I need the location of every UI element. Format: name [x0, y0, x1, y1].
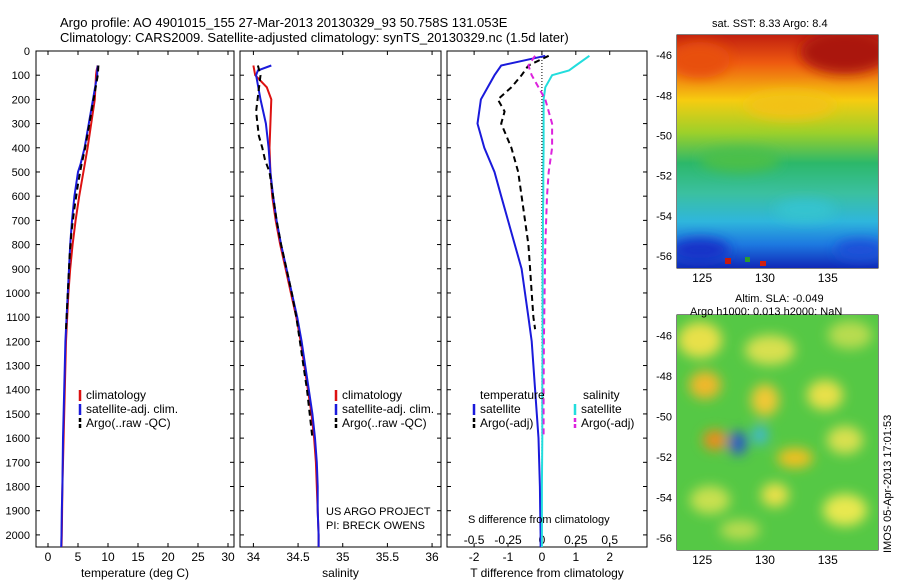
x-tick-label: 25 — [191, 550, 205, 564]
plot-frame — [446, 50, 648, 548]
top-x-tick-label: -0.25 — [494, 533, 522, 547]
x-axis-label: T difference from climatology — [470, 566, 624, 580]
top-x-tick-label: -0.5 — [464, 533, 485, 547]
map-y-tick-label: -46 — [656, 330, 672, 342]
imos-timestamp: IMOS 05-Apr-2013 17:01:53 — [882, 414, 894, 553]
s-diff-label: S difference from climatology — [468, 514, 610, 526]
x-tick-label: 15 — [131, 550, 145, 564]
sst-map-title: sat. SST: 8.33 Argo: 8.4 — [712, 18, 828, 30]
top-x-tick-label: 0.5 — [601, 533, 618, 547]
map-y-tick-label: -54 — [656, 492, 672, 504]
series-line-satellite — [476, 54, 546, 547]
header-line-1: Argo profile: AO 4901015_155 27-Mar-2013… — [60, 15, 508, 30]
y-tick-label: 1900 — [6, 506, 30, 518]
y-tick-label: 300 — [12, 119, 30, 131]
sla-map-subtitle: Argo h1000: 0.013 h2000: NaN — [690, 306, 843, 318]
project-note: US ARGO PROJECT — [326, 506, 431, 518]
x-tick-label: 2 — [606, 550, 613, 564]
series-line-satellite-adj--clim- — [255, 64, 320, 547]
x-tick-label: 0 — [45, 550, 52, 564]
x-tick-label: -1 — [503, 550, 514, 564]
x-tick-label: 10 — [101, 550, 115, 564]
y-tick-label: 900 — [12, 264, 30, 276]
x-tick-label: 20 — [161, 550, 175, 564]
y-tick-label: 500 — [12, 167, 30, 179]
map-x-tick-label: 125 — [692, 271, 712, 285]
x-tick-label: 35 — [336, 550, 350, 564]
y-tick-label: 200 — [12, 94, 30, 106]
legend-group-label: salinity — [583, 388, 620, 402]
y-tick-label: 2000 — [6, 530, 30, 542]
legend-label: climatology — [342, 388, 402, 402]
map-y-tick-label: -46 — [656, 50, 672, 62]
map-x-tick-label: 130 — [755, 271, 775, 285]
series-line-argo---raw--qc- — [255, 65, 314, 439]
sla-map-title: Altim. SLA: -0.049 — [735, 293, 824, 305]
map-y-tick-label: -48 — [656, 90, 672, 102]
map-y-tick-label: -54 — [656, 211, 672, 223]
legend-label: climatology — [86, 388, 146, 402]
x-tick-label: 5 — [75, 550, 82, 564]
y-tick-label: 1600 — [6, 433, 30, 445]
legend-label: Argo(..raw -QC) — [86, 416, 171, 430]
legend-group-label: temperature — [480, 388, 545, 402]
y-tick-label: 1300 — [6, 361, 30, 373]
y-tick-label: 1700 — [6, 457, 30, 469]
map-y-tick-label: -48 — [656, 371, 672, 383]
series-line-argo--adj- — [496, 54, 550, 330]
map-y-tick-label: -50 — [656, 130, 672, 142]
x-tick-label: 34.5 — [286, 550, 310, 564]
y-tick-label: 800 — [12, 240, 30, 252]
legend-label: Argo(-adj) — [581, 416, 634, 430]
y-tick-label: 0 — [24, 46, 30, 58]
y-tick-label: 1200 — [6, 336, 30, 348]
legend-label: Argo(-adj) — [480, 416, 533, 430]
map-y-tick-label: -56 — [656, 533, 672, 545]
y-tick-label: 700 — [12, 215, 30, 227]
x-tick-label: -2 — [469, 550, 480, 564]
pi-note: PI: BRECK OWENS — [326, 520, 426, 532]
x-tick-label: 1 — [572, 550, 579, 564]
plot-frame — [239, 50, 442, 548]
legend-label: Argo(..raw -QC) — [342, 416, 427, 430]
x-tick-label: 36 — [425, 550, 439, 564]
y-tick-label: 1100 — [6, 312, 30, 324]
header-line-2: Climatology: CARS2009. Satellite-adjuste… — [60, 30, 569, 45]
x-tick-label: 30 — [221, 550, 235, 564]
x-axis-label: salinity — [322, 566, 359, 580]
map-y-tick-label: -52 — [656, 171, 672, 183]
map-y-tick-label: -52 — [656, 452, 672, 464]
plot-frame — [35, 50, 235, 548]
series-line-satellite — [540, 54, 590, 547]
legend-label: satellite-adj. clim. — [342, 402, 434, 416]
y-tick-label: 1800 — [6, 482, 30, 494]
x-axis-label: temperature (deg C) — [81, 566, 189, 580]
map-y-tick-label: -56 — [656, 251, 672, 263]
map-x-tick-label: 125 — [692, 553, 712, 567]
x-tick-label: 34 — [247, 550, 261, 564]
map-x-tick-label: 130 — [755, 553, 775, 567]
legend-label: satellite-adj. clim. — [86, 402, 178, 416]
legend-label: satellite — [480, 402, 521, 416]
series-line-argo--adj- — [527, 55, 554, 439]
top-x-tick-label: 0.25 — [564, 533, 588, 547]
y-tick-label: 600 — [12, 191, 30, 203]
y-tick-label: 100 — [12, 70, 30, 82]
series-line-argo---raw--qc- — [65, 65, 100, 330]
map-y-tick-label: -50 — [656, 411, 672, 423]
x-tick-label: 35.5 — [376, 550, 400, 564]
y-tick-label: 1000 — [6, 288, 30, 300]
x-tick-label: 0 — [539, 550, 546, 564]
y-tick-label: 1500 — [6, 409, 30, 421]
y-tick-label: 1400 — [6, 385, 30, 397]
sla-map — [677, 315, 878, 550]
series-line-climatology — [252, 65, 320, 547]
legend-label: satellite — [581, 402, 622, 416]
map-x-tick-label: 135 — [818, 271, 838, 285]
y-tick-label: 400 — [12, 143, 30, 155]
sst-map — [677, 35, 878, 268]
map-x-tick-label: 135 — [818, 553, 838, 567]
